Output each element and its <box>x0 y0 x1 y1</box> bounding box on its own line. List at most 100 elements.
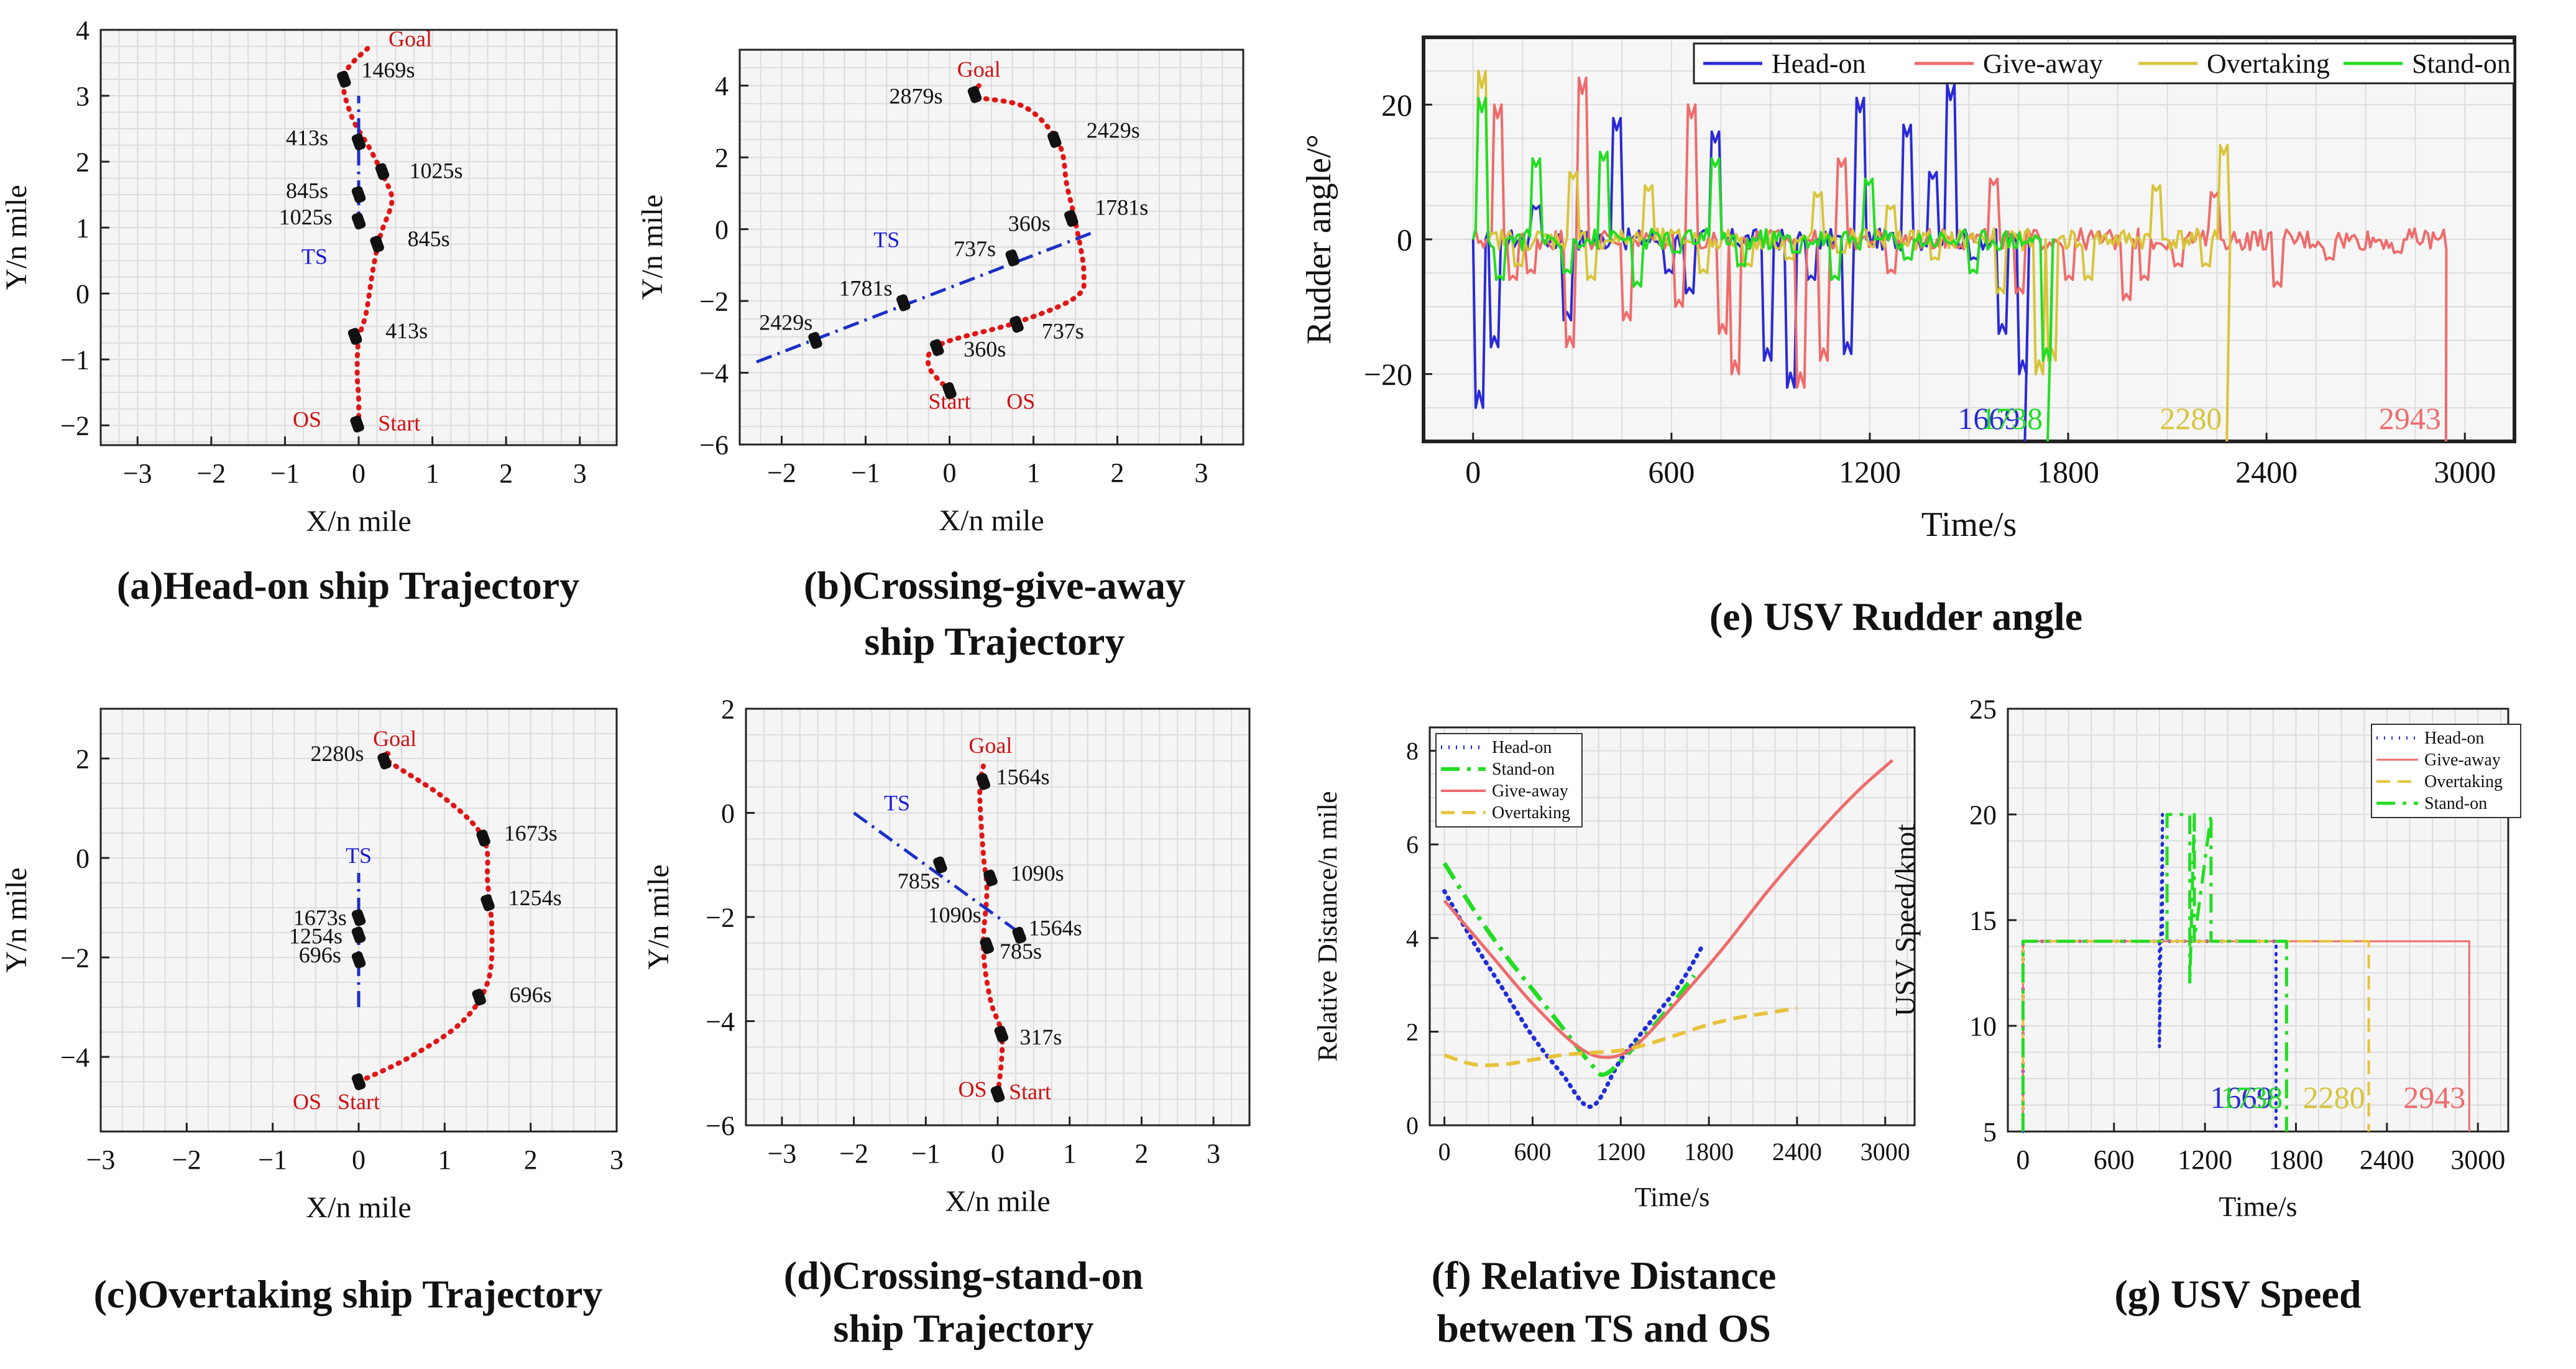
x-tick-label: −2 <box>172 1145 201 1175</box>
y-tick-label: −1 <box>60 345 90 376</box>
trajectory-annotation: OS <box>1006 389 1035 413</box>
legend-label: Stand-on <box>2424 794 2487 813</box>
rudder-series-stand-on <box>1471 96 2054 441</box>
trajectory-annotation: TS <box>301 244 328 269</box>
x-tick-label: 0 <box>2016 1145 2030 1175</box>
ship-marker <box>1064 210 1079 227</box>
x-tick-label: 1 <box>426 458 439 489</box>
ship-marker <box>351 186 366 203</box>
y-tick-label: 25 <box>1969 694 1997 724</box>
x-tick-label: −3 <box>86 1145 116 1175</box>
trajectory-annotation: 1469s <box>361 57 415 82</box>
trajectory-annotation: 2429s <box>1087 118 1140 142</box>
ship-marker <box>476 829 490 847</box>
ship-marker <box>351 951 366 969</box>
ship-marker <box>351 909 366 926</box>
x-tick-label: 600 <box>2094 1145 2135 1175</box>
trajectory-annotation: OS <box>958 1077 987 1102</box>
x-tick-label: −2 <box>839 1138 868 1169</box>
trajectory-annotation: 845s <box>286 178 328 203</box>
y-tick-label: 20 <box>1381 88 1412 122</box>
trajectory-annotation: TS <box>346 843 372 868</box>
y-axis-label: Y/n mile <box>0 185 33 290</box>
trajectory-annotation: 1025s <box>279 205 333 229</box>
y-tick-label: 4 <box>1406 924 1419 952</box>
trajectory-annotation: 1673s <box>504 821 558 846</box>
y-tick-label: 0 <box>76 843 90 873</box>
y-tick-label: −2 <box>60 411 90 441</box>
y-tick-label: 10 <box>1969 1011 1997 1041</box>
trajectory-annotation: 2879s <box>889 84 942 109</box>
end-time-label: 1669 <box>2210 1080 2273 1115</box>
os-trajectory <box>340 44 395 428</box>
ship-marker <box>896 294 911 311</box>
trajectory-annotation: 1254s <box>508 885 562 910</box>
trajectory-panel-d: −3 −2 −1 0 1 2 3 −6 −4 −2 0 2 X/n mile Y/n mile Goal 15… <box>642 694 1251 1218</box>
trajectory-annotation: 1564s <box>996 764 1049 789</box>
trajectory-annotation: Start <box>378 411 420 436</box>
trajectory-annotation: 1781s <box>1095 195 1148 220</box>
rudder-angle-panel: 0 600 1200 1800 2400 3000 −20 0 20 Time/s Rudder a… <box>1300 35 2516 544</box>
y-tick-label: 0 <box>1406 1112 1419 1140</box>
ship-marker <box>930 339 944 356</box>
trajectory-annotation: 360s <box>1008 211 1051 236</box>
y-tick-label: 2 <box>715 143 729 173</box>
trajectory-annotation: 360s <box>964 337 1006 362</box>
y-axis-label: Y/n mile <box>636 195 669 300</box>
y-tick-label: 0 <box>715 214 729 245</box>
legend-label: Stand-on <box>2412 48 2511 79</box>
legend-box <box>1435 733 1583 827</box>
x-tick-label: 0 <box>943 458 957 488</box>
ship-marker <box>375 163 390 180</box>
x-tick-label: 1200 <box>1839 454 1901 489</box>
os-trajectory <box>356 750 495 1084</box>
trajectory-annotation: 2429s <box>759 310 812 334</box>
x-tick-label: 1800 <box>2037 454 2099 489</box>
ship-marker <box>808 331 822 349</box>
legend-label: Overtaking <box>2424 772 2503 791</box>
trajectory-annotation: 1781s <box>839 275 892 300</box>
ship-marker <box>980 937 994 954</box>
x-tick-label: 2400 <box>2235 454 2298 489</box>
trajectory-annotation: 1254s <box>289 924 343 949</box>
x-tick-label: 0 <box>991 1138 1005 1169</box>
ship-marker <box>942 382 957 400</box>
y-tick-label: −20 <box>1364 357 1412 392</box>
trajectory-annotation: 737s <box>1042 319 1084 344</box>
caption-f-line2: between TS and OS <box>1437 1306 1771 1350</box>
usv-speed-panel: 0 600 1200 1800 2400 3000 5 10 15 20 25 Time/s USV S… <box>1889 694 2521 1222</box>
caption-g: (g) USV Speed <box>2114 1272 2362 1316</box>
trajectory-annotation: 413s <box>286 126 328 150</box>
trajectory-annotation: 696s <box>299 943 341 967</box>
legend-label: Head-on <box>1772 48 1866 79</box>
x-tick-label: −3 <box>767 1138 796 1169</box>
trajectory-panel-b: −2 −1 0 1 2 3 −6 −4 −2 0 2 4 X/n mile Y/n mile Goal 287… <box>636 48 1244 537</box>
trajectory-annotation: TS <box>873 228 899 252</box>
x-tick-label: 3000 <box>1861 1138 1910 1166</box>
x-tick-label: 3 <box>610 1145 623 1175</box>
axes-frame <box>738 48 1244 446</box>
x-tick-label: 600 <box>1514 1138 1551 1166</box>
y-tick-label: 4 <box>76 15 90 45</box>
caption-b-line1: (b)Crossing-give-away <box>804 563 1185 607</box>
end-time-label: 1738 <box>1980 401 2043 436</box>
x-axis-label: Time/s <box>2219 1191 2297 1222</box>
relative-distance-panel: 0 600 1200 1800 2400 3000 0 2 4 6 8 Time/s Relative … <box>1312 726 1916 1212</box>
trajectory-annotation: 1025s <box>409 159 462 183</box>
y-tick-label: −2 <box>699 286 729 316</box>
ship-marker <box>1010 316 1024 333</box>
trajectory-annotation: 413s <box>385 318 428 343</box>
x-tick-label: 2400 <box>1772 1138 1822 1166</box>
x-tick-label: 3000 <box>2450 1145 2505 1175</box>
caption-b-line2: ship Trajectory <box>864 619 1125 663</box>
trajectory-annotation: Start <box>338 1089 380 1114</box>
y-tick-label: −2 <box>706 902 735 933</box>
trajectory-annotation: 1090s <box>1011 860 1064 885</box>
y-axis-label: USV Speed/knot <box>1889 824 1921 1016</box>
trajectory-annotation: 317s <box>1019 1025 1062 1049</box>
x-tick-label: 3000 <box>2434 454 2496 489</box>
end-time-label: 1738 <box>2220 1080 2283 1115</box>
x-axis-label: X/n mile <box>306 1191 411 1224</box>
end-time-label: 2943 <box>2379 401 2441 436</box>
